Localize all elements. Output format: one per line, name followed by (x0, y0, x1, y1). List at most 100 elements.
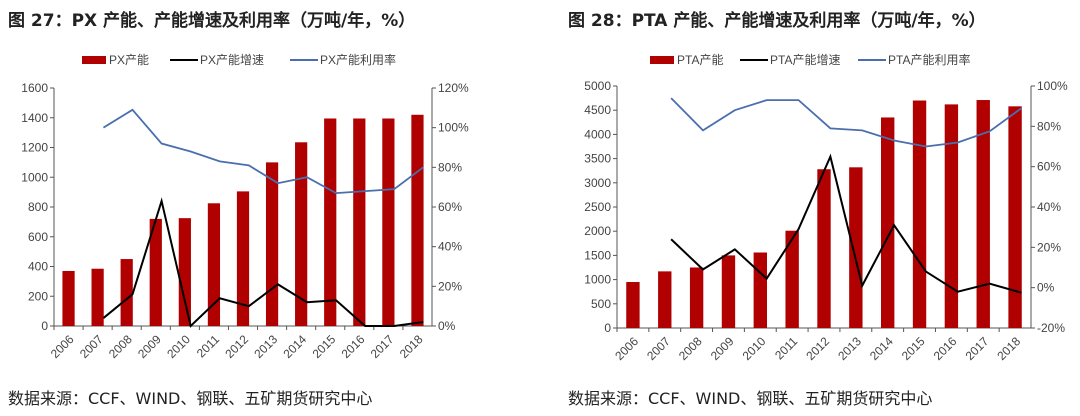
y2-tick-label: -20% (1037, 321, 1065, 335)
bar-2015 (912, 100, 927, 329)
y-tick-label: 1200 (21, 141, 48, 155)
x-tick-label: 2017 (963, 334, 992, 363)
bar-2006 (626, 282, 640, 328)
bar-2010 (753, 252, 767, 328)
y2-tick-label: 0% (1037, 281, 1055, 295)
series-line-2 (670, 97, 1022, 148)
series-line-1 (670, 153, 1022, 294)
x-tick-label: 2007 (644, 334, 673, 363)
y-tick-label: 1000 (21, 170, 48, 184)
x-tick-label: 2009 (708, 334, 737, 363)
legend-label: PX产能 (109, 53, 149, 67)
y2-tick-label: 60% (438, 200, 462, 214)
bar-2014 (881, 117, 895, 329)
chart-title-pta: 图 28：PTA 产能、产能增速及利用率（万吨/年，%） (568, 11, 986, 31)
bar-2016 (944, 104, 959, 328)
y-tick-label: 500 (591, 297, 611, 311)
bar-2016 (353, 118, 366, 327)
legend-label: PX产能增速 (200, 53, 264, 67)
y-tick-label: 1400 (21, 111, 48, 125)
bar-2014 (295, 142, 308, 326)
y-tick-label: 400 (28, 260, 48, 274)
y-tick-label: 4000 (584, 127, 611, 141)
x-tick-label: 2012 (222, 332, 251, 361)
bar-2009 (149, 218, 162, 326)
x-tick-label: 2012 (803, 334, 832, 363)
legend-label: PX产能利用率 (320, 52, 396, 67)
y2-tick-label: 60% (1037, 160, 1061, 174)
y2-tick-label: 40% (1037, 200, 1061, 214)
x-tick-label: 2008 (676, 334, 705, 363)
y2-tick-label: 100% (438, 121, 469, 135)
legend-swatch (650, 56, 674, 64)
y-tick-label: 0 (41, 319, 48, 333)
x-tick-label: 2011 (194, 332, 222, 360)
y-tick-label: 2500 (584, 200, 611, 214)
bar-2018 (1008, 106, 1022, 328)
y-tick-label: 1000 (584, 273, 611, 287)
legend-label: PTA产能利用率 (888, 52, 970, 67)
bar-2012 (817, 169, 831, 328)
y-tick-label: 1600 (21, 81, 48, 95)
px-chart: 0 200 400 600 800 1000 1200 1400 1600 0% 20% 40% 60%… (21, 52, 469, 361)
bar-2006 (62, 270, 75, 326)
y2-tick-label: 0% (438, 319, 456, 333)
y-tick-label: 3000 (584, 176, 611, 190)
x-tick-label: 2018 (994, 334, 1023, 363)
y2-tick-label: 20% (438, 279, 462, 293)
y-tick-label: 2000 (584, 224, 611, 238)
x-tick-label: 2018 (397, 332, 426, 361)
bar-2008 (689, 267, 704, 328)
x-tick-label: 2016 (931, 334, 960, 363)
x-tick-label: 2016 (339, 332, 368, 361)
y2-tick-label: 80% (1037, 119, 1061, 133)
bar-2013 (265, 162, 279, 326)
y2-tick-label: 120% (438, 81, 469, 95)
bar-2018 (411, 114, 424, 327)
y-tick-label: 0 (604, 321, 611, 335)
x-tick-label: 2010 (164, 332, 193, 361)
bar-2012 (236, 191, 250, 326)
source-note-pta: 数据来源：CCF、WIND、钢联、五矿期货研究中心 (568, 389, 933, 408)
y-tick-label: 600 (28, 230, 48, 244)
bar-2015 (324, 118, 337, 327)
x-tick-label: 2015 (899, 334, 928, 363)
x-tick-label: 2006 (612, 334, 641, 363)
x-tick-label: 2017 (368, 332, 397, 361)
y2-tick-label: 100% (1037, 79, 1068, 93)
y-tick-label: 200 (28, 289, 48, 303)
y2-tick-label: 80% (438, 160, 462, 174)
bar-2007 (91, 268, 104, 326)
bar-2011 (207, 203, 221, 326)
x-tick-label: 2013 (251, 332, 280, 361)
chart-title-px: 图 27：PX 产能、产能增速及利用率（万吨/年，%） (8, 11, 416, 31)
bar-2010 (178, 218, 191, 326)
y2-tick-label: 20% (1037, 240, 1061, 254)
bar-2011 (785, 230, 799, 328)
x-tick-label: 2014 (867, 334, 896, 363)
x-tick-label: 2009 (135, 332, 164, 361)
legend-label: PTA产能 (677, 53, 723, 67)
bar-2007 (658, 271, 672, 328)
x-tick-label: 2013 (835, 334, 864, 363)
bar-2008 (120, 259, 133, 326)
series-line-2 (102, 108, 424, 195)
y-tick-label: 800 (28, 200, 48, 214)
bar-2017 (382, 118, 395, 327)
x-tick-label: 2006 (48, 332, 77, 361)
x-tick-label: 2015 (310, 332, 339, 361)
bar-2013 (849, 167, 863, 328)
legend-label: PTA产能增速 (770, 53, 840, 67)
pta-chart: 0 500 1000 1500 2000 2500 3000 3500 4000 4500 5000… (584, 52, 1068, 363)
x-tick-label: 2007 (77, 332, 106, 361)
x-tick-label: 2011 (772, 334, 800, 362)
x-tick-label: 2014 (280, 332, 309, 361)
x-tick-label: 2008 (106, 332, 135, 361)
y-tick-label: 5000 (584, 79, 611, 93)
y-tick-label: 4500 (584, 103, 611, 117)
legend-swatch (82, 56, 106, 64)
y-tick-label: 1500 (584, 248, 611, 262)
y2-tick-label: 40% (438, 240, 462, 254)
source-note-px: 数据来源：CCF、WIND、钢联、五矿期货研究中心 (8, 389, 373, 408)
bar-2017 (976, 100, 990, 328)
